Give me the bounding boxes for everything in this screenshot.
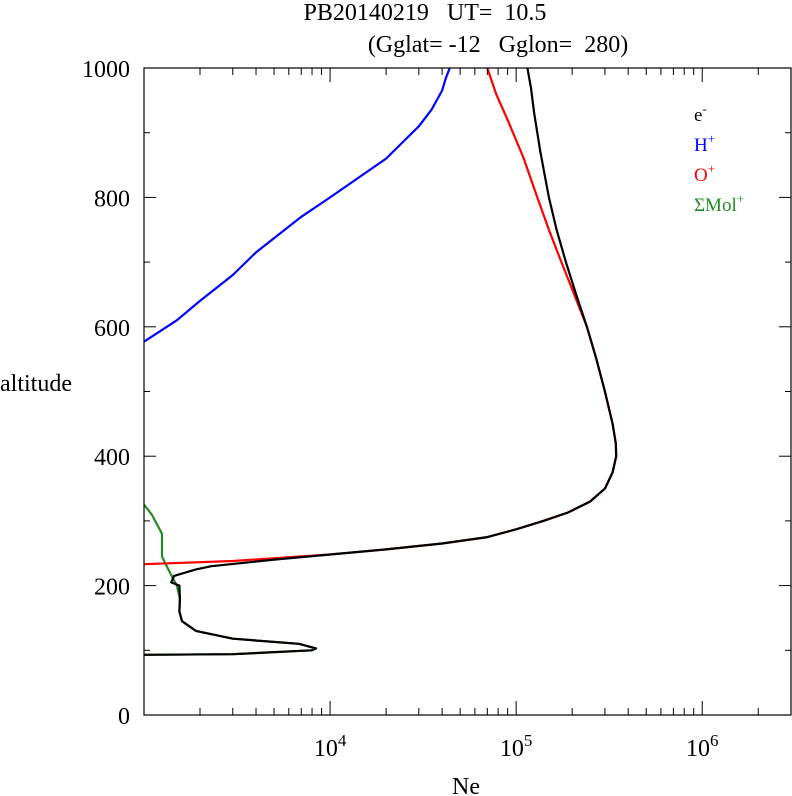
- y-tick-label: 800: [94, 186, 130, 212]
- y-tick-label: 600: [94, 316, 130, 342]
- chart-title-line2: (Gglat= -12 Gglon= 280): [368, 32, 628, 58]
- plot-frame: [143, 67, 792, 716]
- series-line-h: [144, 68, 451, 343]
- chart-title-line1: PB20140219 UT= 10.5: [304, 0, 547, 26]
- series-line-e: [144, 68, 618, 656]
- x-tick-label: 106: [686, 731, 719, 762]
- legend-entry-o: O+: [694, 161, 715, 186]
- y-tick-label: 0: [118, 704, 130, 730]
- y-tick-label: 400: [94, 445, 130, 471]
- tick-labels-layer: 0 200 400 600 800 1000 104 105 106: [82, 57, 718, 762]
- series-line-o: [144, 68, 618, 566]
- y-axis-label: altitude: [0, 371, 72, 397]
- legend-entry-h: H+: [694, 131, 715, 156]
- y-tick-label: 1000: [82, 57, 130, 83]
- legend: e- H+ O+ ΣMol+: [694, 101, 744, 216]
- legend-entry-mol: ΣMol+: [694, 191, 744, 216]
- series-layer: [144, 68, 618, 656]
- x-axis-label: Ne: [452, 774, 480, 796]
- x-tick-label: 105: [500, 731, 533, 762]
- series-line-mol: [144, 504, 318, 656]
- legend-entry-e: e-: [694, 101, 707, 126]
- x-tick-label: 104: [314, 731, 347, 762]
- y-tick-label: 200: [94, 575, 130, 601]
